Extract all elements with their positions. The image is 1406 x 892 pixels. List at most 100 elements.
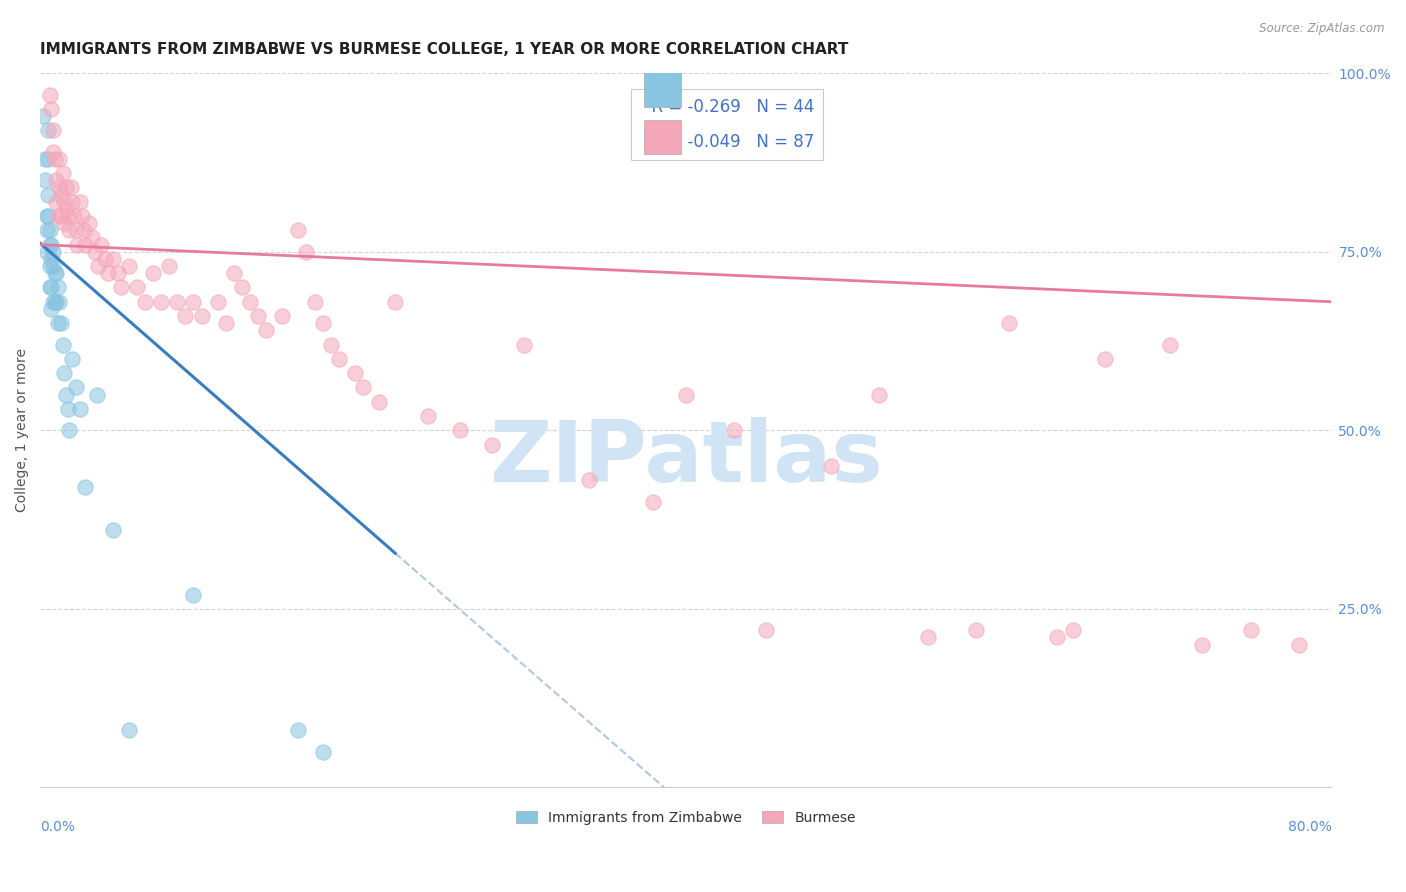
Point (42, 259, 65, 273)
Point (965, 624, 987, 638)
Point (142, 266, 165, 280)
Point (1046, 631, 1069, 645)
Point (87, 259, 110, 273)
Point (37, 152, 59, 166)
Point (134, 294, 156, 309)
Text: IMMIGRANTS FROM ZIMBABWE VS BURMESE COLLEGE, 1 YEAR OR MORE CORRELATION CHART: IMMIGRANTS FROM ZIMBABWE VS BURMESE COLL… (41, 42, 848, 57)
Point (311, 745, 333, 759)
Point (917, 631, 939, 645)
Point (48, 152, 70, 166)
Point (107, 266, 129, 280)
Point (93, 252, 115, 266)
Point (319, 337, 342, 351)
Point (45, 266, 67, 280)
Point (49, 316, 72, 330)
Point (34, 173, 56, 187)
Point (53, 366, 76, 380)
Text: Source: ZipAtlas.com: Source: ZipAtlas.com (1260, 22, 1385, 36)
Point (80, 230, 103, 244)
Point (231, 280, 253, 294)
Point (207, 294, 229, 309)
Point (254, 323, 277, 337)
Point (44, 266, 66, 280)
Point (183, 588, 205, 602)
Point (55, 180, 77, 194)
Point (48, 180, 70, 194)
Point (58, 223, 80, 237)
Point (35, 244, 58, 259)
Y-axis label: College, 1 year or more: College, 1 year or more (15, 349, 30, 512)
Point (37, 187, 59, 202)
Point (46, 316, 69, 330)
Point (384, 294, 406, 309)
Point (32, 109, 55, 123)
Legend: Immigrants from Zimbabwe, Burmese: Immigrants from Zimbabwe, Burmese (510, 805, 862, 830)
Point (869, 387, 891, 401)
Point (48, 294, 70, 309)
Point (75, 237, 97, 252)
Point (69, 194, 91, 209)
Point (328, 351, 350, 366)
Point (38, 237, 60, 252)
Point (304, 294, 326, 309)
Point (44, 294, 66, 309)
Point (247, 309, 270, 323)
Point (1191, 638, 1213, 652)
Point (73, 223, 96, 237)
Point (41, 237, 63, 252)
Point (42, 145, 65, 159)
Point (222, 266, 245, 280)
Point (37, 123, 59, 137)
Point (1159, 337, 1181, 351)
Point (41, 301, 63, 316)
Point (101, 252, 124, 266)
Point (49, 209, 72, 223)
Point (58, 423, 80, 437)
Point (38, 223, 60, 237)
Point (60, 194, 83, 209)
Point (77, 216, 100, 230)
Point (97, 266, 120, 280)
Point (190, 309, 212, 323)
Point (41, 280, 63, 294)
Point (578, 474, 600, 488)
Point (38, 259, 60, 273)
Point (56, 401, 79, 416)
Point (42, 123, 65, 137)
Point (66, 237, 89, 252)
Point (53, 194, 76, 209)
Point (84, 244, 107, 259)
Point (42, 294, 65, 309)
Text: R = -0.269   N = 44
  R = -0.049   N = 87: R = -0.269 N = 44 R = -0.049 N = 87 (641, 98, 814, 151)
Point (287, 723, 309, 738)
Point (69, 401, 91, 416)
Point (38, 280, 60, 294)
Point (53, 216, 76, 230)
Point (44, 152, 66, 166)
Point (45, 294, 67, 309)
Point (63, 209, 86, 223)
Point (157, 259, 180, 273)
Point (75, 481, 97, 495)
Point (675, 387, 697, 401)
Point (37, 209, 59, 223)
Point (1094, 351, 1116, 366)
Point (65, 223, 87, 237)
Point (343, 366, 366, 380)
Point (239, 294, 262, 309)
Point (118, 723, 141, 738)
Point (287, 223, 309, 237)
Point (86, 387, 108, 401)
Point (52, 166, 75, 180)
Point (215, 316, 238, 330)
Point (52, 337, 75, 351)
FancyBboxPatch shape (644, 120, 681, 154)
Point (125, 280, 148, 294)
Point (65, 380, 87, 394)
Point (49, 187, 72, 202)
Point (60, 351, 83, 366)
Point (38, 87, 60, 102)
Point (150, 294, 173, 309)
Point (1062, 624, 1084, 638)
Text: 0.0%: 0.0% (41, 820, 75, 834)
